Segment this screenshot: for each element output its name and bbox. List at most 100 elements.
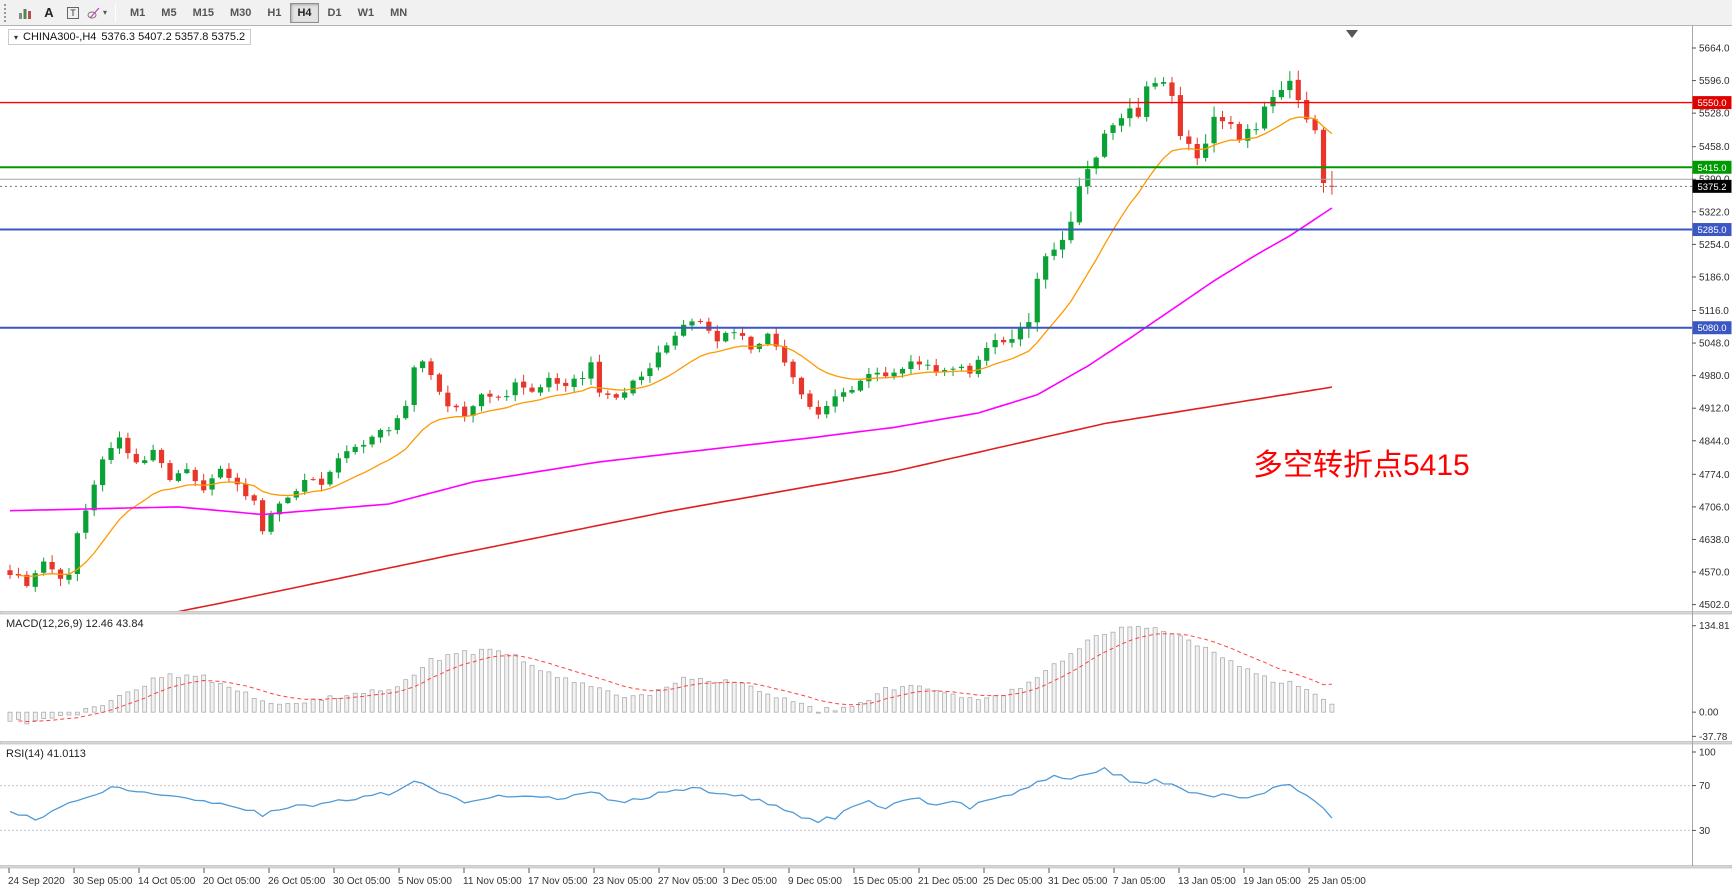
time-axis-label: 15 Dec 05:00 [853,876,913,887]
price-axis-label: 5322.0 [1699,207,1730,218]
time-axis-label: 19 Jan 05:00 [1243,876,1301,887]
svg-text:-37.78: -37.78 [1699,732,1728,743]
shapes-icon [87,7,100,18]
price-axis-label: 4912.0 [1699,404,1730,415]
time-axis-label: 7 Jan 05:00 [1113,876,1166,887]
svg-text:5375.2: 5375.2 [1697,182,1726,193]
main-toolbar: A T ▾ M1 M5 M15 M30 H1 H4 D1 W1 MN [0,0,1732,26]
new-chart-button[interactable] [13,2,37,23]
text-label-icon: T [67,6,79,19]
time-axis-label: 30 Sep 05:00 [73,876,133,887]
time-axis-label: 11 Nov 05:00 [463,876,522,887]
rsi-panel [0,766,1692,831]
price-axis-label: 5528.0 [1699,109,1730,120]
macd-panel [7,626,1335,725]
price-badge-5415.0 [1692,160,1732,174]
time-axis-label: 25 Dec 05:00 [983,876,1043,887]
timeframe-button-d1[interactable]: D1 [321,3,349,23]
price-axis-label: 4502.0 [1699,600,1730,611]
time-axis-label: 21 Dec 05:00 [918,876,978,887]
price-badge-5285.0 [1692,223,1732,237]
ma-mid-line [9,207,1333,516]
time-axis-label: 25 Jan 05:00 [1308,876,1366,887]
symbol-title[interactable]: ▾ CHINA300-,H4 5376.3 5407.2 5357.8 5375… [8,29,252,45]
macd-signal-line [18,633,1332,723]
text-tool-button[interactable]: A [37,2,61,23]
price-axis-label: 5048.0 [1699,339,1730,350]
price-axis-label: 5664.0 [1699,44,1730,55]
symbol-dropdown-icon: ▾ [14,32,19,42]
svg-text:5285.0: 5285.0 [1697,225,1726,236]
timeframe-button-m1[interactable]: M1 [123,3,152,23]
price-axis-label: 4570.0 [1699,568,1730,579]
timeframe-button-m30[interactable]: M30 [223,3,258,23]
timeframe-button-m5[interactable]: M5 [154,3,183,23]
time-axis-label: 24 Sep 2020 [8,876,65,887]
panel-separator[interactable] [0,865,1732,869]
main-chart-panel [0,70,1692,611]
svg-text:134.81: 134.81 [1699,621,1730,632]
timeframe-group: M1 M5 M15 M30 H1 H4 D1 W1 MN [122,2,415,23]
time-axis-label: 17 Nov 05:00 [528,876,588,887]
time-axis-label: 27 Nov 05:00 [658,876,718,887]
price-axis-label: 5596.0 [1699,76,1730,87]
price-axis-label: 4638.0 [1699,535,1730,546]
price-badge-5375.2 [1692,179,1732,193]
panel-separator[interactable] [0,611,1732,615]
price-axis-label: 4980.0 [1699,371,1730,382]
shapes-dropdown-button[interactable]: ▾ [85,2,109,23]
panel-separator[interactable] [0,741,1732,745]
bar-chart-icon [19,8,31,19]
price-axis-label: 4774.0 [1699,470,1730,481]
timeframe-button-m15[interactable]: M15 [186,3,221,23]
price-axis-label: 5186.0 [1699,272,1730,283]
rsi-line [9,766,1333,824]
price-axis-label: 4706.0 [1699,502,1730,513]
timeframe-button-h4[interactable]: H4 [290,2,319,23]
svg-text:0.00: 0.00 [1699,708,1719,719]
time-axis-label: 20 Oct 05:00 [203,876,261,887]
price-axis-label: 4844.0 [1699,436,1730,447]
text-label-tool-button[interactable]: T [61,2,85,23]
svg-text:5080.0: 5080.0 [1697,323,1726,334]
ma-slow-line [177,386,1333,611]
timeframe-button-mn[interactable]: MN [383,3,414,23]
toolbar-drag-handle[interactable] [4,3,8,22]
time-axis-label: 13 Jan 05:00 [1178,876,1236,887]
time-axis-label: 30 Oct 05:00 [333,876,391,887]
symbol-name: CHINA300-,H4 [23,31,97,43]
price-axis[interactable] [1692,26,1732,866]
price-axis-label: 5458.0 [1699,142,1730,153]
candlesticks [7,70,1335,592]
macd-indicator-label: MACD(12,26,9) 12.46 43.84 [6,618,144,630]
time-axis-label: 3 Dec 05:00 [723,876,777,887]
time-axis[interactable] [0,868,1692,893]
svg-text:70: 70 [1699,781,1711,792]
time-axis-label: 26 Oct 05:00 [268,876,326,887]
caret-down-icon: ▾ [102,8,107,17]
rsi-indicator-label: RSI(14) 41.0113 [6,748,86,760]
svg-text:30: 30 [1699,826,1711,837]
time-axis-label: 31 Dec 05:00 [1048,876,1108,887]
price-axis-label: 5116.0 [1699,306,1729,317]
price-badge-5550.0 [1692,96,1732,110]
chart-shift-marker[interactable] [1346,30,1358,38]
chart-annotation[interactable]: 多空转折点5415 [1253,449,1470,482]
symbol-ohlc: 5376.3 5407.2 5357.8 5375.2 [101,31,246,43]
price-axis-label: 5254.0 [1699,240,1730,251]
rsi-axis-labels: 100 70 30 [1692,748,1716,837]
price-badge-5080.0 [1692,321,1732,335]
time-axis-label: 14 Oct 05:00 [138,876,196,887]
timeframe-button-w1[interactable]: W1 [351,3,382,23]
svg-text:5415.0: 5415.0 [1697,163,1726,174]
text-tool-label: A [44,5,54,20]
time-axis-label: 9 Dec 05:00 [788,876,842,887]
time-axis-label: 5 Nov 05:00 [398,876,452,887]
price-axis-labels: 5664.05596.05528.05458.05390.05322.05254… [1692,44,1730,611]
svg-text:100: 100 [1699,748,1716,759]
svg-text:5550.0: 5550.0 [1697,98,1726,109]
toolbar-separator [115,3,116,22]
timeframe-button-h1[interactable]: H1 [260,3,288,23]
time-axis-label: 23 Nov 05:00 [593,876,653,887]
